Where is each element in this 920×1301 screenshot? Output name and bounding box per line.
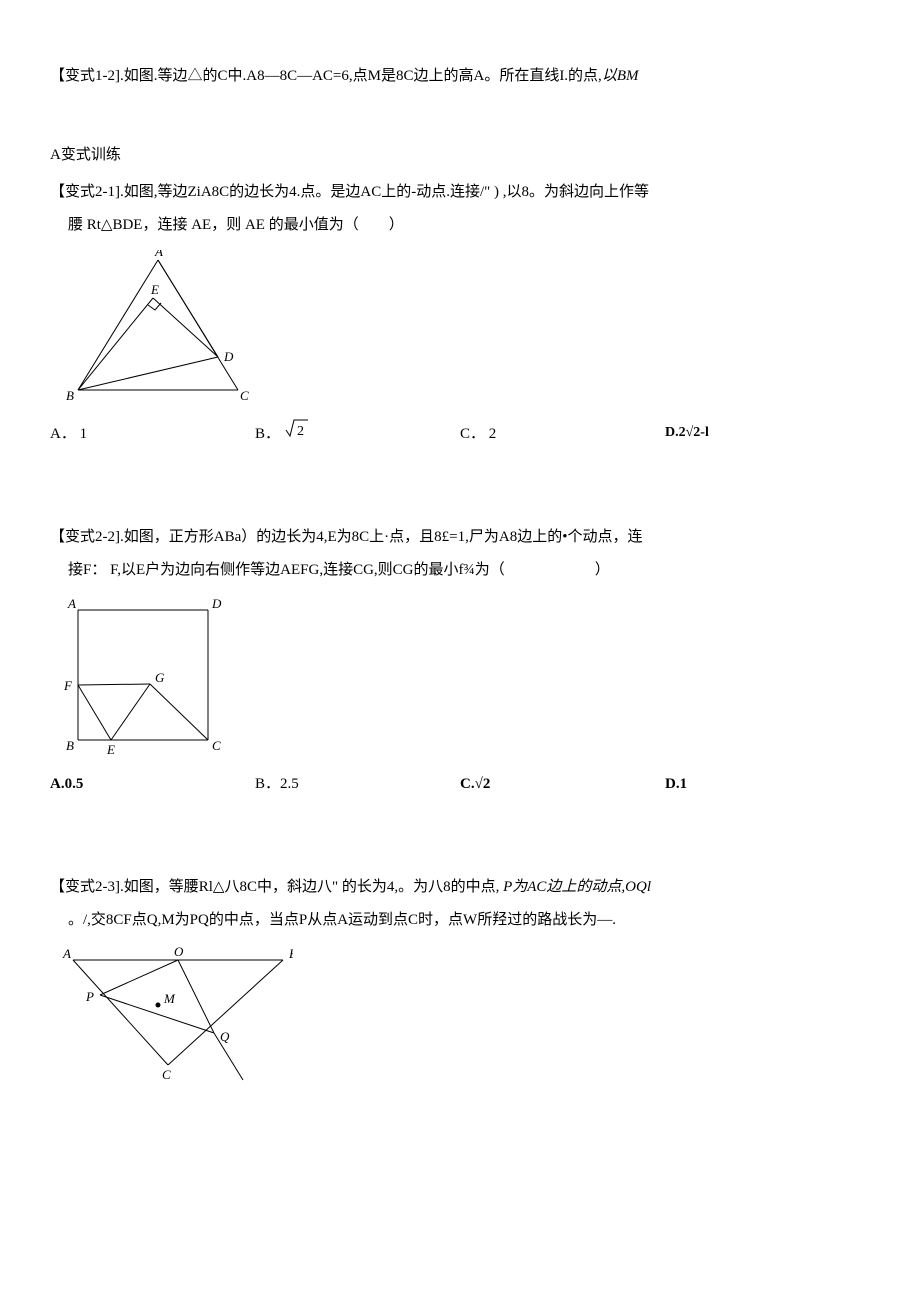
- option-a-label: A.: [50, 776, 65, 792]
- option-d: D.2√2-l: [665, 418, 870, 449]
- problem-2-3-line1: 【变式2-3].如图，等腰Rl△八8C中，斜边八" 的长为4,。为八8的中点, …: [50, 871, 870, 904]
- option-c-label: C．: [460, 426, 485, 442]
- options-2-1: A． 1 B． 2 C． 2 D.2√2-l: [50, 418, 870, 451]
- option-c-value: √2: [475, 776, 491, 792]
- option-b-sqrt: 2: [284, 418, 310, 438]
- problem-2-2-line1: 【变式2-2].如图，正方形ABa）的边长为4,E为8C上·点，且8£=1,尸为…: [50, 521, 870, 554]
- option-c: C． 2: [460, 418, 665, 451]
- option-b: B． 2: [255, 418, 460, 451]
- svg-text:O: O: [174, 945, 184, 959]
- option-b-label: B．: [255, 426, 280, 442]
- problem-2-1-line1: 【变式2-1].如图,等边ZiA8C的边长为4.点。是边AC上的-动点.连接/"…: [50, 176, 870, 209]
- option-a: A． 1: [50, 418, 255, 451]
- figure-2-1: A B C D E: [58, 250, 870, 410]
- svg-text:E: E: [106, 742, 115, 757]
- problem-2-2: 【变式2-2].如图，正方形ABa）的边长为4,E为8C上·点，且8£=1,尸为…: [50, 521, 870, 801]
- option-d-value: 2√2-l: [679, 425, 709, 440]
- problem-body: 如图，正方形ABa）的边长为4,E为8C上·点，且8£=1,尸为A8边上的•个动…: [124, 529, 643, 545]
- problem-1-2-text: 【变式1-2].如图.等边△的C中.A8—8C—AC=6,点M是8C边上的高A。…: [50, 68, 638, 84]
- section-heading-a: A变式训练: [50, 143, 870, 164]
- svg-text:F: F: [63, 678, 73, 693]
- svg-text:2: 2: [297, 424, 304, 438]
- problem-body: 如图，等腰Rl△八8C中，斜边八" 的长为4,。为八8的中点,: [124, 879, 503, 895]
- option-b-label: B．: [255, 776, 280, 792]
- option-d: D.1: [665, 768, 870, 801]
- problem-2-3-line2: 。/,交8CF点Q,M为PQ的中点，当点P从点A运动到点C时，点W所羟过的路战长…: [50, 904, 870, 937]
- problem-2-1: 【变式2-1].如图,等边ZiA8C的边长为4.点。是边AC上的-动点.连接/"…: [50, 176, 870, 451]
- option-d-label: D.: [665, 776, 680, 792]
- option-b: B．2.5: [255, 768, 460, 801]
- svg-text:D: D: [211, 596, 222, 611]
- problem-label: 【变式2-3].: [50, 879, 124, 895]
- problem-2-1-line2: 腰 Rt△BDE，连接 AE，则 AE 的最小值为（ ）: [50, 209, 870, 242]
- problem-body-italic: 以BM: [602, 68, 639, 84]
- svg-text:D: D: [223, 349, 234, 364]
- svg-text:A: A: [67, 596, 76, 611]
- problem-2-2-line2: 接F： F,以E户为边向右侧作等边AEFG,连接CG,则CG的最小f¾为（ ）: [50, 554, 870, 587]
- svg-text:P: P: [85, 989, 94, 1004]
- option-d-value: 1: [680, 776, 688, 792]
- problem-body-italic: P为AC边上的动点,OQl: [503, 879, 651, 895]
- problem-label: 【变式2-1].: [50, 184, 124, 200]
- svg-text:G: G: [155, 670, 165, 685]
- svg-text:C: C: [162, 1067, 171, 1082]
- problem-2-3: 【变式2-3].如图，等腰Rl△八8C中，斜边八" 的长为4,。为八8的中点, …: [50, 871, 870, 1090]
- svg-text:Q: Q: [220, 1029, 230, 1044]
- option-a: A.0.5: [50, 768, 255, 801]
- option-b-value: 2.5: [280, 776, 299, 792]
- svg-text:A: A: [62, 946, 71, 961]
- sqrt-icon: 2: [284, 418, 310, 438]
- triangle-figure-2-1: A B C D E: [58, 250, 258, 410]
- svg-text:B: B: [66, 388, 74, 403]
- svg-text:C: C: [212, 738, 221, 753]
- options-2-2: A.0.5 B．2.5 C.√2 D.1: [50, 768, 870, 801]
- option-c-label: C.: [460, 776, 475, 792]
- svg-text:E: E: [150, 282, 159, 297]
- problem-label: 【变式1-2].: [50, 68, 124, 84]
- figure-2-2: A D B C F E G: [58, 595, 870, 760]
- option-a-value: 1: [80, 426, 88, 442]
- option-a-label: A．: [50, 426, 76, 442]
- svg-text:C: C: [240, 388, 249, 403]
- option-c: C.√2: [460, 768, 665, 801]
- figure-2-3: A O B P M Q C: [58, 945, 870, 1090]
- option-d-label: D.: [665, 425, 679, 440]
- problem-body: 如图.等边△的C中.A8—8C—AC=6,点M是8C边上的高A。所在直线I.的点…: [124, 68, 602, 84]
- problem-body: 如图,等边ZiA8C的边长为4.点。是边AC上的-动点.连接/" ) ,以8。为…: [124, 184, 649, 200]
- svg-text:B: B: [289, 946, 293, 961]
- triangle-figure-2-3: A O B P M Q C: [58, 945, 293, 1090]
- option-a-value: 0.5: [65, 776, 84, 792]
- svg-text:B: B: [66, 738, 74, 753]
- square-figure-2-2: A D B C F E G: [58, 595, 233, 760]
- svg-text:A: A: [154, 250, 163, 259]
- problem-label: 【变式2-2].: [50, 529, 124, 545]
- problem-1-2: 【变式1-2].如图.等边△的C中.A8—8C—AC=6,点M是8C边上的高A。…: [50, 60, 870, 93]
- svg-text:M: M: [163, 991, 176, 1006]
- option-c-value: 2: [489, 426, 497, 442]
